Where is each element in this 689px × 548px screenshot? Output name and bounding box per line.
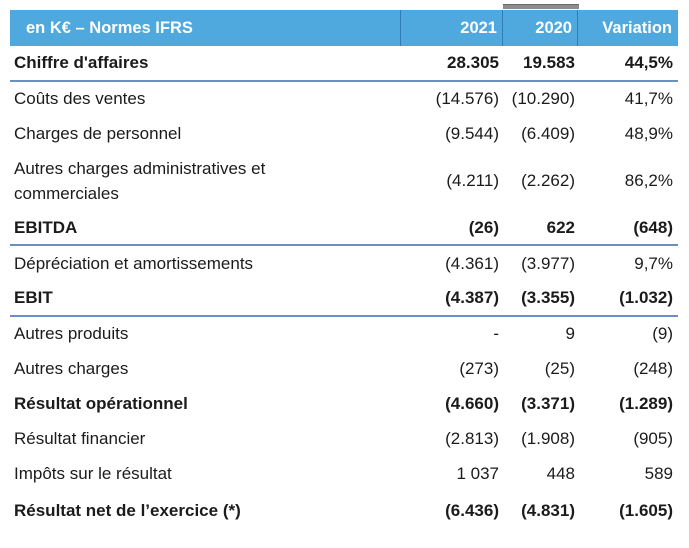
cell-2020: (25) (544, 359, 575, 379)
table-row: Autres charges (273) (25) (248) (10, 352, 678, 387)
cell-2020: 19.583 (523, 53, 575, 72)
row-label: Coûts des ventes (14, 89, 146, 109)
cell-variation: (905) (633, 429, 673, 449)
table-row: Résultat financier (2.813) (1.908) (905) (10, 422, 678, 457)
row-label: Autres produits (14, 324, 129, 344)
row-label: Impôts sur le résultat (14, 464, 172, 484)
cell-2021: (273) (459, 359, 499, 379)
row-label: EBIT (14, 288, 53, 307)
table-row: Autres produits - 9 (9) (10, 317, 678, 352)
cell-2021: (2.813) (445, 429, 499, 449)
cell-2021: (6.436) (445, 500, 499, 520)
table-row: Chiffre d'affaires 28.305 19.583 44,5% (10, 46, 678, 82)
cell-variation: 589 (644, 464, 673, 484)
table-row: Résultat net de l’exercice (*) (6.436) (4.… (10, 492, 678, 530)
row-label: Autres charges administratives et commer… (14, 158, 266, 204)
cell-2021: (4.387) (445, 288, 499, 307)
cell-2021: (4.361) (445, 253, 499, 273)
cell-variation: (1.289) (619, 394, 673, 414)
cell-2021: (4.660) (445, 394, 499, 414)
cell-2021: - (493, 324, 499, 344)
cell-variation: (1.605) (619, 500, 673, 520)
cell-2021: (4.211) (446, 171, 499, 191)
table-row: Charges de personnel (9.544) (6.409) 48,9% (10, 117, 678, 152)
table-row: EBITDA (26) 622 (648) (10, 211, 678, 246)
cell-variation: 9,7% (634, 253, 673, 273)
cell-variation: (9) (652, 324, 673, 344)
cell-2020: 9 (565, 324, 575, 344)
row-label: Charges de personnel (14, 124, 182, 144)
cell-variation: 44,5% (624, 53, 673, 72)
cell-2020: 622 (546, 217, 575, 237)
table-row: Coûts des ventes (14.576) (10.290) 41,7% (10, 82, 678, 117)
table-header: en K€ – Normes IFRS 2021 2020 Variation (10, 10, 678, 46)
cell-variation: 48,9% (624, 124, 673, 144)
row-label: Résultat financier (14, 429, 146, 449)
row-label: Autres charges (14, 359, 129, 379)
row-label: Chiffre d'affaires (14, 53, 149, 72)
table-row: Résultat opérationnel (4.660) (3.371) (1.28… (10, 387, 678, 422)
cell-2020: (10.290) (511, 89, 575, 109)
cell-variation: (248) (633, 359, 673, 379)
row-label: Résultat opérationnel (14, 394, 188, 414)
cell-2020: (3.977) (521, 253, 575, 273)
column-selection-handle (503, 4, 579, 9)
table-row: Autres charges administratives et commer… (10, 152, 678, 211)
cell-2021: (9.544) (445, 124, 499, 144)
table-row: EBIT (4.387) (3.355) (1.032) (10, 281, 678, 317)
table-row: Impôts sur le résultat 1 037 448 589 (10, 457, 678, 492)
cell-2020: (6.409) (521, 124, 575, 144)
header-title: en K€ – Normes IFRS (10, 10, 401, 46)
cell-2020: 448 (546, 464, 575, 484)
header-col-variation: Variation (602, 18, 672, 37)
header-col-2021: 2021 (401, 10, 503, 46)
cell-variation: (1.032) (619, 288, 673, 307)
cell-2020: (2.262) (521, 171, 575, 191)
header-col-2020: 2020 (503, 10, 578, 46)
cell-2021: 1 037 (456, 464, 499, 484)
cell-2021: (14.576) (435, 89, 499, 109)
cell-2021: (26) (468, 217, 499, 237)
row-label: Dépréciation et amortissements (14, 253, 254, 273)
cell-2020: (4.831) (521, 500, 575, 520)
cell-variation: 86,2% (624, 171, 673, 191)
table-body: Chiffre d'affaires 28.305 19.583 44,5% Coûts… (10, 46, 678, 530)
cell-variation: 41,7% (624, 89, 673, 109)
cell-variation: (648) (633, 217, 673, 237)
financial-table: en K€ – Normes IFRS 2021 2020 Variation … (10, 10, 678, 530)
cell-2021: 28.305 (447, 53, 499, 72)
cell-2020: (3.355) (521, 288, 575, 307)
cell-2020: (3.371) (521, 394, 575, 414)
row-label: Résultat net de l’exercice (*) (14, 500, 241, 520)
table-row: Dépréciation et amortissements (4.361) (3.… (10, 246, 678, 281)
row-label: EBITDA (14, 217, 78, 237)
cell-2020: (1.908) (521, 429, 575, 449)
